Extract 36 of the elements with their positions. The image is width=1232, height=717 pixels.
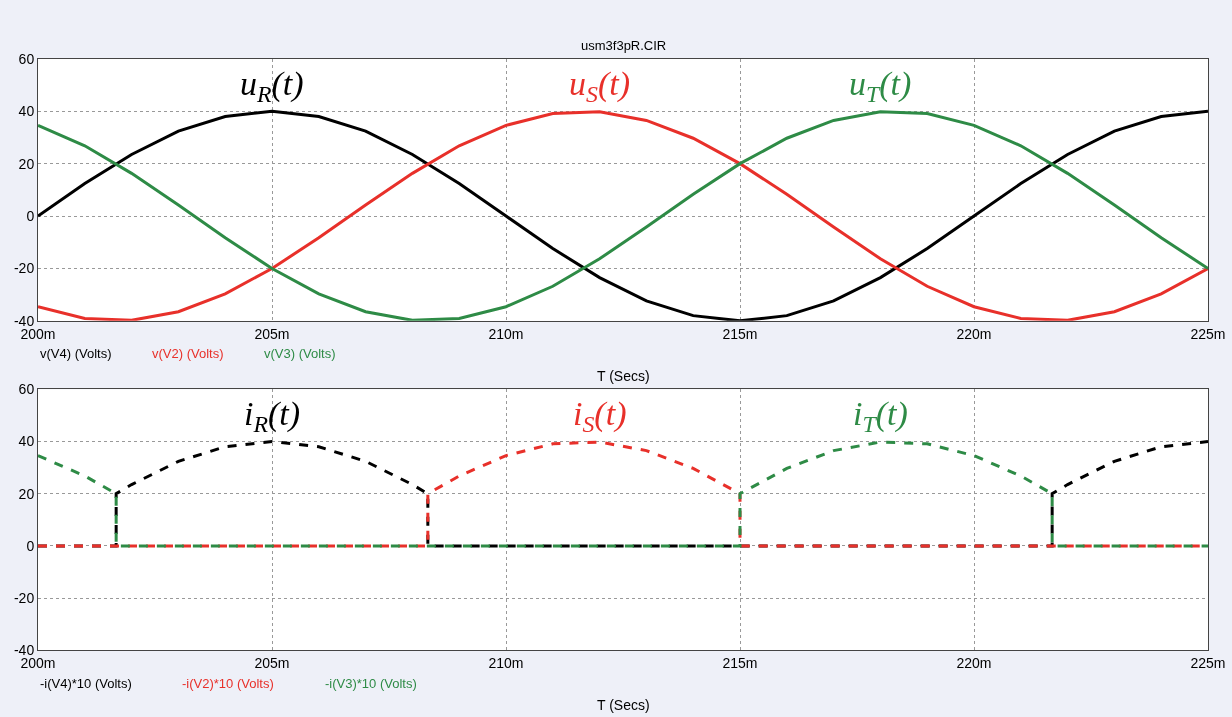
x-axis-title: T (Secs) <box>597 697 650 713</box>
annotation: i$_{T}$(t) <box>853 395 908 438</box>
x-tick-label: 220m <box>956 325 992 342</box>
y-tick-label: 60 <box>18 381 35 398</box>
y-tick-label: 0 <box>26 537 35 554</box>
x-tick-label: 210m <box>488 325 524 342</box>
annotation: u$_{T}$(t) <box>849 65 912 108</box>
chart-title: usm3f3pR.CIR <box>581 38 667 53</box>
annotation: i$_{R}$(t) <box>244 395 301 438</box>
x-tick-label: 205m <box>254 655 290 672</box>
x-tick-label: 205m <box>254 325 290 342</box>
text: -i(V4)*10 (Volts) <box>40 676 132 691</box>
x-tick-label: 215m <box>722 325 758 342</box>
x-tick-label: 225m <box>1190 655 1226 672</box>
y-tick-label: -20 <box>13 590 35 607</box>
text: v(V4) (Volts) <box>40 346 112 361</box>
annotation: u$_{R}$(t) <box>240 65 304 108</box>
y-tick-label: 60 <box>18 50 35 67</box>
line-series <box>38 440 1208 548</box>
y-tick-label: 40 <box>18 433 35 450</box>
x-tick-label: 210m <box>488 655 524 672</box>
text: -i(V2)*10 (Volts) <box>182 676 274 691</box>
text: v(V2) (Volts) <box>152 346 224 361</box>
x-axis-title: T (Secs) <box>597 368 650 384</box>
text: -i(V3)*10 (Volts) <box>325 676 417 691</box>
annotation: i$_{S}$(t) <box>573 395 627 438</box>
x-tick-label: 225m <box>1190 325 1226 342</box>
y-tick-label: 20 <box>18 485 35 502</box>
y-tick-label: -20 <box>13 260 35 277</box>
text: v(V3) (Volts) <box>264 346 336 361</box>
y-tick-label: 0 <box>26 207 35 224</box>
x-tick-label: 220m <box>956 655 992 672</box>
annotation: u$_{S}$(t) <box>569 65 630 108</box>
y-tick-label: 40 <box>18 103 35 120</box>
y-tick-label: 20 <box>18 155 35 172</box>
x-tick-label: 215m <box>722 655 758 672</box>
